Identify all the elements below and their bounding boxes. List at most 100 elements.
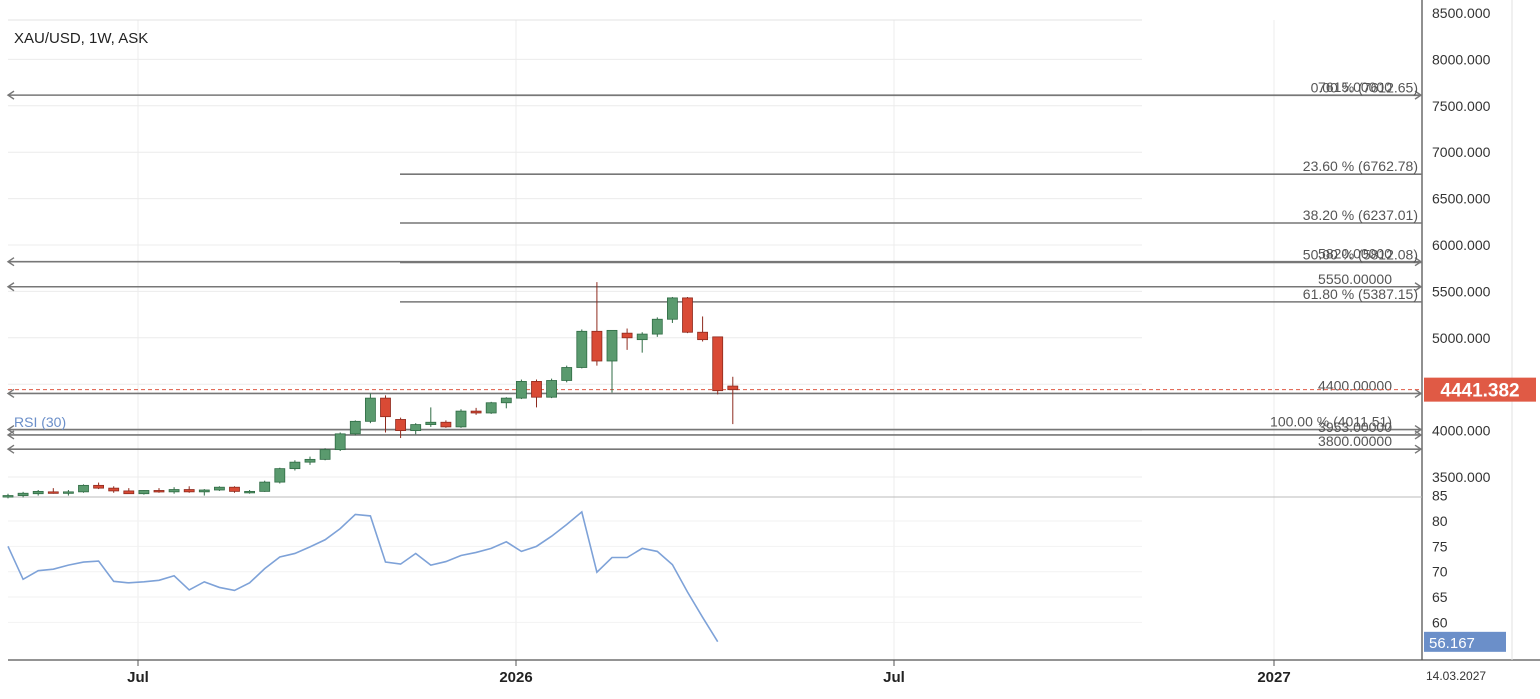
grid-lines xyxy=(8,20,1275,660)
candle-body xyxy=(334,433,346,451)
candle-body xyxy=(168,489,180,493)
candle-body xyxy=(229,486,240,492)
rsi-line xyxy=(7,510,719,643)
level-label: 5820.00000 xyxy=(1318,246,1392,262)
level-label: 0.00 % (7612.65) xyxy=(1311,79,1418,95)
price-axis-tick: 8000.000 xyxy=(1432,51,1491,67)
candle-body xyxy=(425,421,437,425)
level-arrow-left xyxy=(6,388,15,399)
candle-body xyxy=(259,481,271,492)
candle-body xyxy=(47,491,59,494)
candle-body xyxy=(546,380,557,398)
level-arrow-right xyxy=(1414,430,1423,440)
rsi-indicator-label[interactable]: RSI (30) xyxy=(14,414,67,430)
rsi-axis-tick: 85 xyxy=(1432,488,1448,504)
candle-body xyxy=(93,484,104,489)
candle-body xyxy=(682,297,693,333)
candle-body xyxy=(485,402,497,414)
candle-body xyxy=(470,410,482,414)
value-badges: 4441.382 56.167 xyxy=(1424,377,1536,652)
level-label: 5550.00000 xyxy=(1318,271,1392,287)
candle-body xyxy=(410,424,422,431)
price-axis-tick: 3500.000 xyxy=(1432,469,1491,485)
candle-body xyxy=(244,490,256,494)
panel-frame xyxy=(8,0,1540,661)
candle-body xyxy=(108,487,120,492)
level-arrow-left xyxy=(6,444,15,454)
candle-body xyxy=(712,336,724,392)
level-label: 61.80 % (5387.15) xyxy=(1303,286,1418,302)
candle-body xyxy=(123,490,135,495)
level-label: 3800.00000 xyxy=(1318,433,1392,449)
candle-body xyxy=(667,297,678,320)
candle-body xyxy=(380,397,391,418)
candle-body xyxy=(651,318,663,335)
level-label: 38.20 % (6237.01) xyxy=(1303,207,1418,223)
candle-body xyxy=(2,495,14,498)
candle-body xyxy=(364,397,376,422)
rsi-value-badge-bg xyxy=(1424,631,1506,652)
candle-body xyxy=(17,492,29,496)
level-label: 23.60 % (6762.78) xyxy=(1303,158,1418,174)
candle-body xyxy=(455,410,467,428)
rsi-axis-tick: 75 xyxy=(1432,538,1448,554)
level-arrow-left xyxy=(6,282,15,292)
price-axis-tick: 6500.000 xyxy=(1432,191,1491,207)
level-arrow-right xyxy=(1414,388,1423,399)
candle-body xyxy=(274,468,286,483)
candle-body xyxy=(621,332,633,339)
candle-body xyxy=(500,397,512,404)
candle-body xyxy=(606,329,618,362)
candle-body xyxy=(183,489,195,493)
level-label: 4400.00000 xyxy=(1318,377,1392,393)
candle-body xyxy=(531,381,542,398)
level-arrow-left xyxy=(6,430,15,440)
price-axis-tick: 7500.000 xyxy=(1432,98,1491,114)
level-arrow-right xyxy=(1414,444,1423,454)
x-axis-end-date: 14.03.2027 xyxy=(1426,669,1487,683)
rsi-series xyxy=(7,510,719,643)
candle-body xyxy=(395,419,407,431)
candle-body xyxy=(289,461,301,470)
rsi-axis-tick: 65 xyxy=(1432,589,1448,605)
time-axis-tick: 2026 xyxy=(499,669,532,686)
last-price-badge-bg xyxy=(1424,377,1536,402)
candle-body xyxy=(198,489,210,493)
chart-title: XAU/USD, 1W, ASK xyxy=(14,30,149,47)
last-price-badge: 4441.382 xyxy=(1440,381,1519,402)
candle-body xyxy=(32,490,44,495)
candle-body xyxy=(213,486,225,491)
candle-body xyxy=(561,367,573,381)
candlesticks[interactable] xyxy=(2,282,739,499)
level-arrow-left xyxy=(6,90,15,100)
level-label: 7615.00000 xyxy=(1318,79,1392,95)
axes: 3500.0004000.0004500.0005000.0005500.000… xyxy=(127,5,1490,686)
time-axis-tick: 2027 xyxy=(1257,669,1290,686)
price-axis-tick: 5500.000 xyxy=(1432,283,1491,299)
candle-body xyxy=(319,449,331,460)
candle-body xyxy=(78,484,89,493)
candle-body xyxy=(697,331,708,341)
candle-body xyxy=(591,330,603,362)
candle-body xyxy=(63,491,74,494)
candle-body xyxy=(727,385,739,391)
level-label: 3953.00000 xyxy=(1318,419,1392,435)
level-arrow-left xyxy=(6,257,15,267)
rsi-value-badge: 56.167 xyxy=(1429,635,1475,652)
rsi-axis-tick: 60 xyxy=(1432,614,1448,630)
time-axis-tick: Jul xyxy=(127,669,149,686)
candle-body xyxy=(576,330,588,368)
candle-body xyxy=(153,490,165,493)
candle-body xyxy=(304,458,316,463)
candle-body xyxy=(516,381,527,399)
level-arrow-right xyxy=(1414,282,1423,292)
rsi-axis-tick: 70 xyxy=(1432,564,1448,580)
price-axis-tick: 8500.000 xyxy=(1432,5,1491,21)
candle-body xyxy=(440,421,452,428)
candle-body xyxy=(636,333,648,341)
price-axis-tick: 5000.000 xyxy=(1432,330,1491,346)
price-axis-tick: 7000.000 xyxy=(1432,144,1491,160)
